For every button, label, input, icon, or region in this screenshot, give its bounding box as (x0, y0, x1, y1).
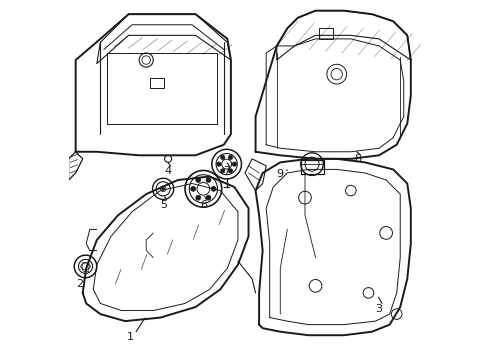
Circle shape (196, 195, 201, 200)
Circle shape (191, 186, 196, 191)
Text: 7: 7 (223, 166, 230, 176)
Circle shape (220, 169, 225, 173)
Circle shape (206, 177, 211, 183)
Circle shape (217, 162, 221, 166)
Text: 5: 5 (160, 200, 168, 210)
Circle shape (220, 155, 225, 159)
Circle shape (206, 195, 211, 200)
Text: 3: 3 (375, 304, 383, 314)
Circle shape (196, 177, 201, 183)
Circle shape (228, 155, 233, 159)
Text: 8: 8 (354, 154, 362, 164)
Text: 9: 9 (276, 168, 283, 179)
Circle shape (211, 186, 216, 191)
Circle shape (228, 169, 233, 173)
Circle shape (162, 188, 165, 190)
Text: 1: 1 (127, 332, 134, 342)
Text: 4: 4 (165, 166, 172, 176)
Text: 2: 2 (76, 279, 83, 289)
Circle shape (232, 162, 237, 166)
Text: 6: 6 (200, 200, 207, 210)
